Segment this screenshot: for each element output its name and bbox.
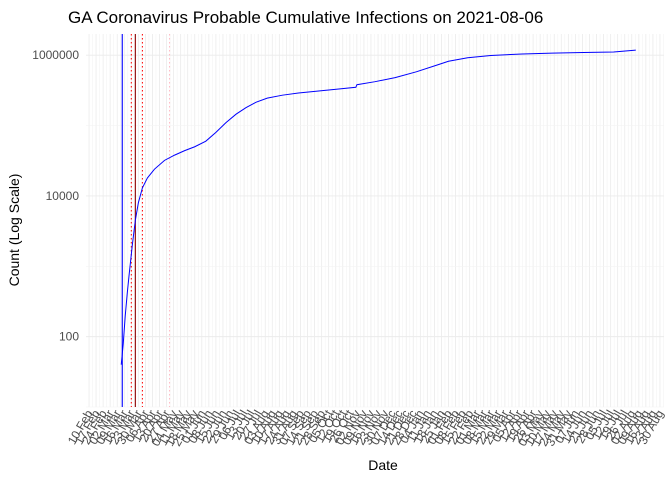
y-tick-labels: 100 10000 1000000: [32, 48, 79, 343]
series-line: [120, 49, 636, 365]
y-tick-label: 10000: [46, 189, 80, 203]
y-tick-label: 1000000: [32, 48, 79, 62]
y-axis-title: Count (Log Scale): [6, 174, 22, 287]
chart-title: GA Coronavirus Probable Cumulative Infec…: [68, 8, 543, 27]
grid-lines: [86, 34, 664, 408]
series-lines: [120, 49, 636, 365]
y-tick-label: 100: [59, 330, 79, 344]
x-axis-title: Date: [368, 457, 398, 473]
